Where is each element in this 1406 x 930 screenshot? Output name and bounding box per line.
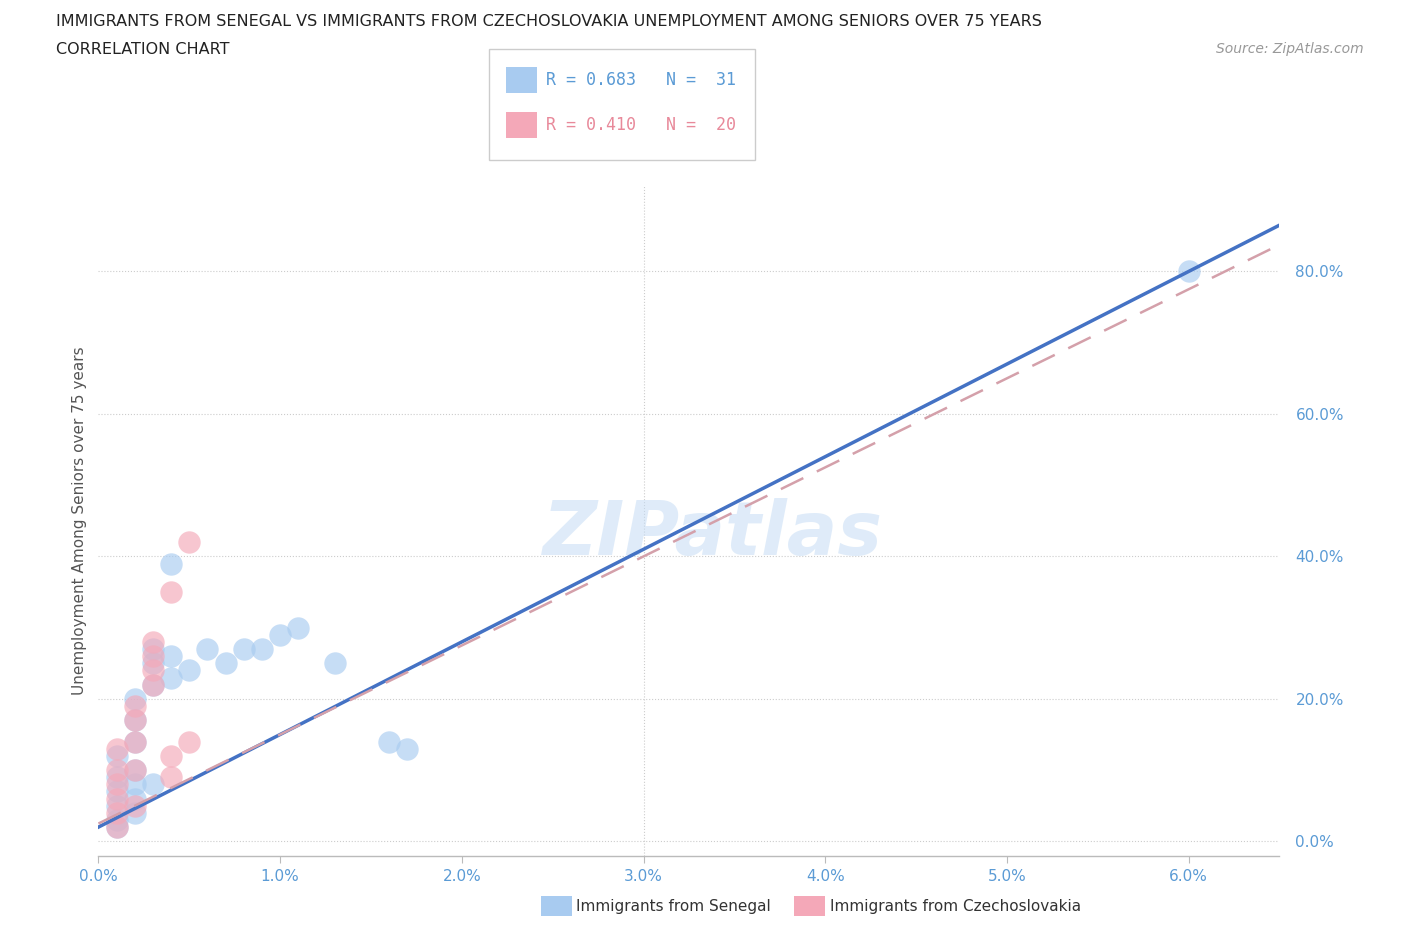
Point — [287, 620, 309, 635]
Text: Immigrants from Czechoslovakia: Immigrants from Czechoslovakia — [830, 899, 1081, 914]
Point — [232, 642, 254, 657]
Point — [105, 805, 128, 820]
Point — [179, 535, 201, 550]
Point — [124, 734, 146, 749]
Point — [105, 813, 128, 828]
Point — [160, 671, 183, 685]
Point — [124, 798, 146, 813]
Point — [124, 791, 146, 806]
Point — [124, 691, 146, 706]
Point — [269, 628, 291, 643]
Point — [160, 749, 183, 764]
Point — [142, 642, 165, 657]
Point — [214, 656, 236, 671]
Point — [1177, 264, 1199, 279]
Point — [179, 663, 201, 678]
Point — [142, 656, 165, 671]
Text: Source: ZipAtlas.com: Source: ZipAtlas.com — [1216, 42, 1364, 56]
Point — [396, 741, 419, 756]
Point — [105, 770, 128, 785]
Point — [124, 777, 146, 791]
Y-axis label: Unemployment Among Seniors over 75 years: Unemployment Among Seniors over 75 years — [72, 347, 87, 695]
Point — [105, 741, 128, 756]
Point — [142, 777, 165, 791]
Point — [105, 798, 128, 813]
Point — [160, 556, 183, 571]
Text: R = 0.410   N =  20: R = 0.410 N = 20 — [546, 115, 735, 134]
Point — [197, 642, 219, 657]
Point — [142, 677, 165, 692]
Point — [160, 770, 183, 785]
Point — [105, 763, 128, 777]
Point — [142, 663, 165, 678]
Point — [105, 819, 128, 834]
Point — [378, 734, 401, 749]
Point — [105, 784, 128, 799]
Point — [124, 712, 146, 727]
Text: ZIPatlas: ZIPatlas — [543, 498, 883, 571]
Point — [250, 642, 273, 657]
Point — [142, 677, 165, 692]
Point — [124, 712, 146, 727]
Point — [323, 656, 346, 671]
Point — [179, 734, 201, 749]
Point — [124, 698, 146, 713]
Text: CORRELATION CHART: CORRELATION CHART — [56, 42, 229, 57]
Point — [142, 634, 165, 649]
Point — [160, 585, 183, 600]
Text: R = 0.683   N =  31: R = 0.683 N = 31 — [546, 71, 735, 89]
Point — [105, 791, 128, 806]
Point — [105, 777, 128, 791]
Text: IMMIGRANTS FROM SENEGAL VS IMMIGRANTS FROM CZECHOSLOVAKIA UNEMPLOYMENT AMONG SEN: IMMIGRANTS FROM SENEGAL VS IMMIGRANTS FR… — [56, 14, 1042, 29]
Point — [142, 649, 165, 664]
Point — [124, 734, 146, 749]
Point — [105, 819, 128, 834]
Point — [124, 805, 146, 820]
Point — [124, 763, 146, 777]
Point — [160, 649, 183, 664]
Point — [124, 763, 146, 777]
Point — [105, 749, 128, 764]
Text: Immigrants from Senegal: Immigrants from Senegal — [576, 899, 772, 914]
